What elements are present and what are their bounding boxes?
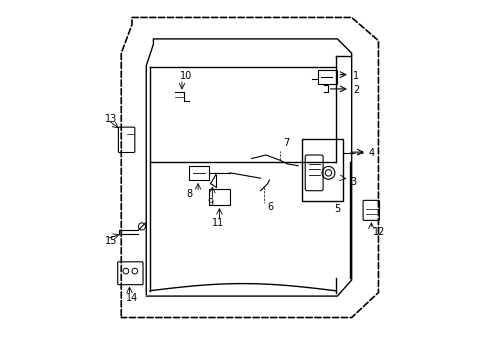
Bar — [189, 166, 208, 180]
Text: 3: 3 — [349, 177, 355, 187]
Text: 7: 7 — [283, 138, 289, 148]
Bar — [208, 189, 230, 205]
Bar — [301, 139, 342, 202]
Text: 1: 1 — [353, 71, 359, 81]
Text: 14: 14 — [125, 293, 138, 303]
Text: 6: 6 — [266, 202, 273, 212]
Text: 10: 10 — [180, 71, 192, 81]
Text: 11: 11 — [212, 218, 224, 228]
Text: 8: 8 — [186, 189, 192, 199]
Text: 13: 13 — [105, 114, 117, 124]
Bar — [317, 70, 337, 84]
Text: 2: 2 — [353, 85, 359, 95]
Text: 15: 15 — [104, 236, 117, 246]
Text: 12: 12 — [372, 227, 385, 237]
Text: 4: 4 — [367, 148, 374, 158]
Text: 9: 9 — [206, 198, 213, 208]
Text: 5: 5 — [333, 203, 339, 213]
